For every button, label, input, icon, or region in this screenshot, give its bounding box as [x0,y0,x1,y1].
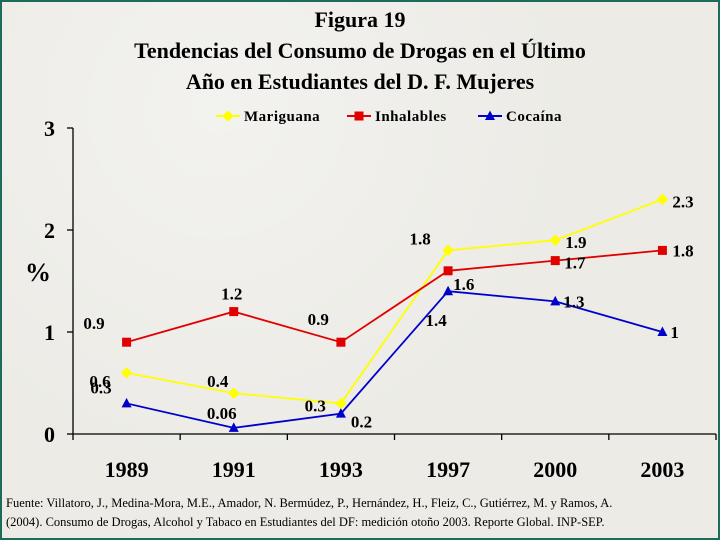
series-cocaina [121,285,668,432]
chart-series [120,193,669,432]
data-label: 1.3 [563,292,584,311]
x-tick-label: 1991 [212,457,256,482]
data-label: 1.6 [453,275,474,294]
marker-diamond [442,244,454,257]
marker-diamond [656,193,669,206]
data-label: 1.8 [672,241,693,260]
y-tick-label: 2 [44,218,55,243]
chart-axes: 0 1 2 3 1989 1991 1993 1997 2000 2003% [25,116,717,482]
series-line-inhalables [126,249,663,344]
x-tick-label: 2000 [533,457,577,482]
marker-square [336,337,346,347]
chart-title-line-1: Tendencias del Consumo de Drogas en el Ú… [134,38,586,63]
data-label: 2.3 [672,192,693,211]
marker-square [657,245,667,255]
marker-triangle [335,408,346,418]
legend-label: Mariguana [244,109,320,125]
marker-square [354,111,364,121]
chart-data-labels: 0.6 0.4 0.3 1.8 1.9 2.3 0.9 1.2 0.9 1.6 1.7 1.8 0.3 0… [83,192,693,431]
data-label: 0.6 [89,372,110,391]
marker-diamond [222,110,234,122]
marker-diamond [228,387,240,399]
marker-triangle [550,295,561,306]
marker-triangle [228,422,239,432]
y-tick-label: 3 [44,116,55,141]
data-label: 0.4 [207,372,229,391]
data-label: 0.9 [308,310,329,329]
marker-diamond [120,367,133,379]
marker-square [443,266,453,276]
data-label: 0.06 [207,404,237,423]
legend-label: Inhalables [375,109,447,125]
marker-square [550,256,560,266]
marker-square [122,337,132,347]
series-line-cocaina [126,290,663,429]
x-tick-label: 1989 [105,457,149,482]
chart-legend: Mariguana Inhalables Cocaína [216,109,562,125]
x-tick-label: 1997 [426,457,470,482]
y-axis-label: % [25,258,51,287]
marker-diamond [549,234,561,246]
marker-triangle [657,326,668,336]
source-citation: Fuente: Villatoro, J., Medina-Mora, M.E.… [6,494,714,532]
chart-title-block: Figura 19 Tendencias del Consumo de Drog… [0,4,720,97]
data-label: 1.2 [221,285,242,304]
data-label: 1.9 [565,233,586,252]
legend-item-inhalables: Inhalables [347,109,447,125]
data-label: 1 [670,323,679,342]
chart-title-line-2: Año en Estudiantes del D. F. Mujeres [185,69,535,94]
data-label: 0.3 [305,396,326,415]
source-line-2: (2004). Consumo de Drogas, Alcohol y Tab… [6,515,605,529]
series-line-mariguana [126,198,663,405]
y-tick-label: 1 [44,320,55,345]
data-label: 1.8 [409,229,430,248]
data-label: 1.7 [564,254,586,273]
data-label: 0.3 [90,378,111,397]
data-label: 0.2 [351,413,372,432]
series-mariguana [120,193,669,410]
series-inhalables [122,245,667,347]
data-label: 0.9 [83,314,104,333]
source-line-1: Fuente: Villatoro, J., Medina-Mora, M.E.… [6,496,613,510]
marker-triangle [443,285,454,296]
x-tick-label: 1993 [319,457,363,482]
legend-label: Cocaína [506,109,562,125]
y-tick-label: 0 [44,422,55,447]
marker-triangle [485,110,495,120]
marker-square [229,307,239,317]
x-tick-label: 2003 [640,457,684,482]
legend-item-cocaina: Cocaína [478,109,562,125]
legend-item-mariguana: Mariguana [216,109,320,125]
data-label: 1.4 [425,311,447,330]
marker-triangle [121,397,132,408]
figure-number: Figura 19 [314,7,406,32]
